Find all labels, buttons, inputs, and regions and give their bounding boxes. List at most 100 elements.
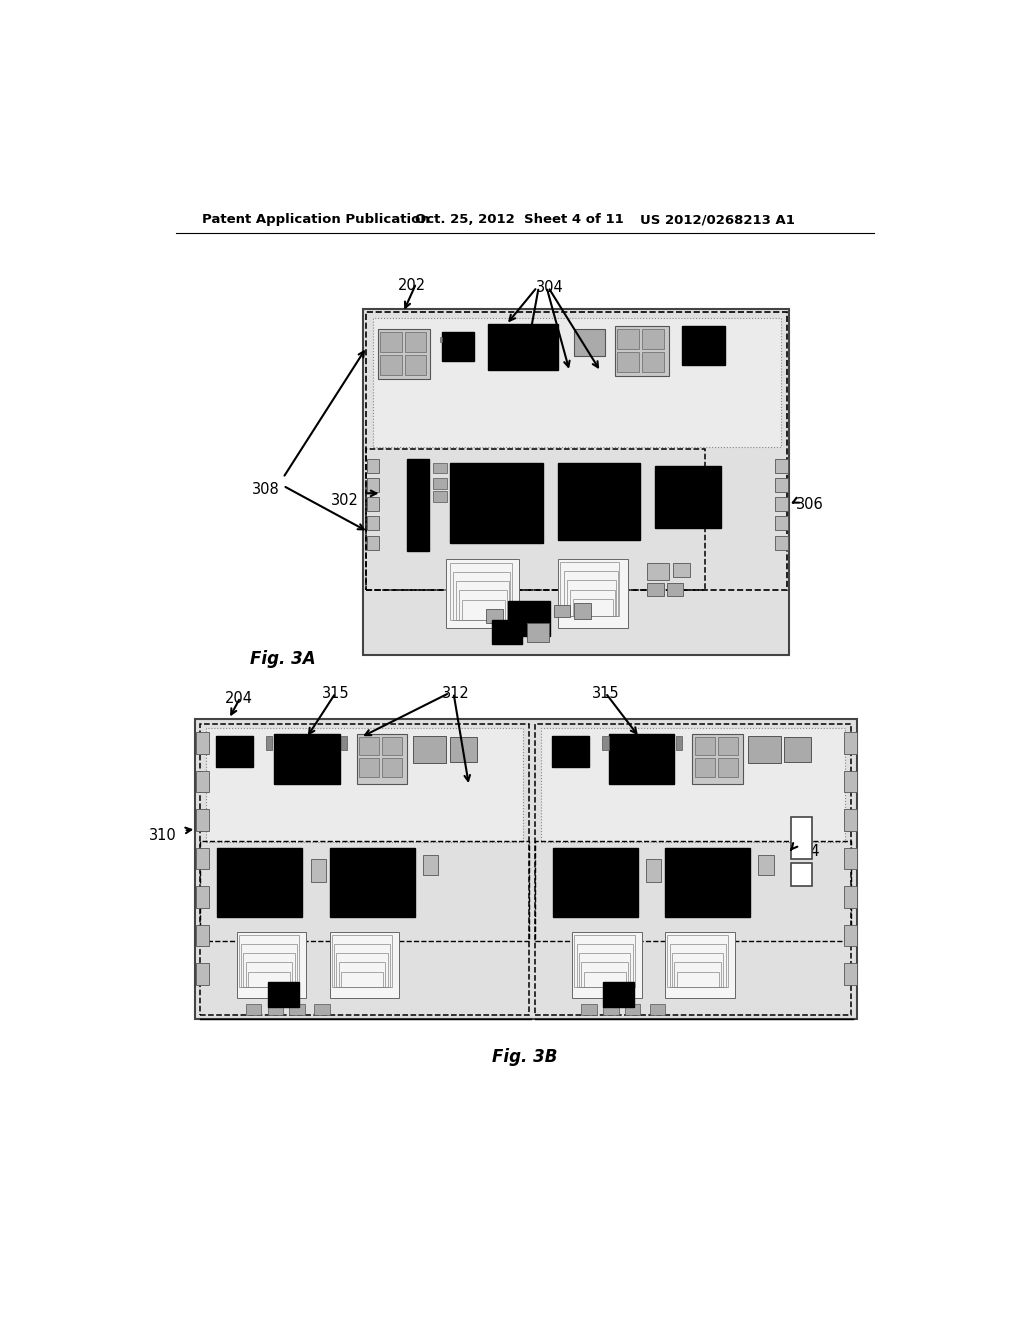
Bar: [459, 590, 507, 620]
Bar: [311, 859, 327, 882]
Bar: [508, 601, 550, 636]
Bar: [694, 737, 715, 755]
Bar: [367, 459, 379, 473]
Bar: [748, 737, 780, 763]
Bar: [672, 953, 723, 987]
Bar: [423, 855, 438, 875]
Bar: [339, 962, 385, 987]
Bar: [563, 572, 617, 615]
Text: 315: 315: [592, 686, 620, 701]
Bar: [241, 944, 297, 987]
Bar: [617, 329, 639, 348]
Bar: [373, 318, 781, 447]
Bar: [573, 330, 604, 356]
Bar: [647, 562, 669, 579]
Bar: [668, 583, 683, 595]
Bar: [694, 758, 715, 776]
Bar: [844, 733, 856, 754]
Bar: [450, 562, 512, 620]
Text: 312: 312: [442, 686, 470, 701]
Bar: [566, 581, 616, 615]
Bar: [692, 734, 742, 784]
Bar: [668, 935, 728, 987]
Bar: [584, 972, 626, 987]
Bar: [380, 331, 401, 351]
Bar: [535, 725, 851, 1015]
Bar: [642, 329, 664, 348]
Bar: [844, 809, 856, 830]
Bar: [366, 313, 786, 590]
Bar: [558, 462, 640, 540]
Bar: [439, 337, 442, 342]
Bar: [682, 326, 725, 364]
Bar: [560, 562, 620, 615]
Bar: [574, 935, 635, 987]
Bar: [359, 758, 379, 776]
Bar: [197, 733, 209, 754]
Bar: [197, 964, 209, 985]
Bar: [775, 536, 787, 549]
Bar: [330, 847, 415, 917]
Bar: [314, 1003, 330, 1015]
Bar: [267, 1003, 283, 1015]
Bar: [673, 562, 690, 577]
Bar: [775, 459, 787, 473]
Bar: [289, 1003, 305, 1015]
Bar: [677, 972, 719, 987]
Bar: [244, 953, 295, 987]
Bar: [273, 734, 340, 784]
Bar: [535, 841, 851, 941]
Bar: [758, 855, 773, 875]
Bar: [718, 758, 738, 776]
Bar: [366, 449, 705, 590]
Bar: [527, 623, 549, 642]
Bar: [197, 809, 209, 830]
Bar: [239, 935, 299, 987]
Bar: [791, 863, 812, 886]
Bar: [195, 719, 857, 1019]
Bar: [432, 478, 446, 488]
Bar: [367, 536, 379, 549]
Text: 308: 308: [252, 482, 280, 496]
Bar: [362, 309, 790, 655]
Bar: [541, 729, 845, 842]
Bar: [552, 737, 589, 767]
Bar: [608, 734, 675, 784]
Bar: [450, 738, 477, 762]
Bar: [197, 924, 209, 946]
Bar: [577, 944, 633, 987]
Bar: [602, 737, 608, 750]
Bar: [647, 583, 665, 595]
Bar: [844, 771, 856, 792]
Bar: [367, 478, 379, 492]
Bar: [206, 729, 523, 842]
Bar: [378, 330, 430, 379]
Bar: [582, 1003, 597, 1015]
Bar: [248, 972, 290, 987]
Bar: [582, 962, 628, 987]
Bar: [216, 737, 253, 767]
Bar: [646, 859, 662, 882]
Bar: [337, 953, 388, 987]
Text: Fig. 3A: Fig. 3A: [251, 649, 316, 668]
Bar: [554, 605, 569, 618]
Bar: [414, 737, 445, 763]
Bar: [844, 847, 856, 869]
Bar: [197, 771, 209, 792]
Bar: [382, 737, 402, 755]
Bar: [267, 982, 299, 1007]
Bar: [675, 962, 721, 987]
Bar: [791, 817, 812, 859]
Bar: [486, 609, 503, 623]
Bar: [450, 462, 543, 544]
Bar: [407, 459, 429, 552]
Bar: [442, 331, 474, 360]
Text: US 2012/0268213 A1: US 2012/0268213 A1: [640, 213, 795, 226]
Bar: [266, 737, 272, 750]
Bar: [432, 491, 446, 502]
Text: 310: 310: [150, 829, 177, 843]
Text: 202: 202: [397, 277, 426, 293]
Bar: [573, 603, 591, 619]
Bar: [453, 572, 510, 620]
Bar: [246, 962, 292, 987]
